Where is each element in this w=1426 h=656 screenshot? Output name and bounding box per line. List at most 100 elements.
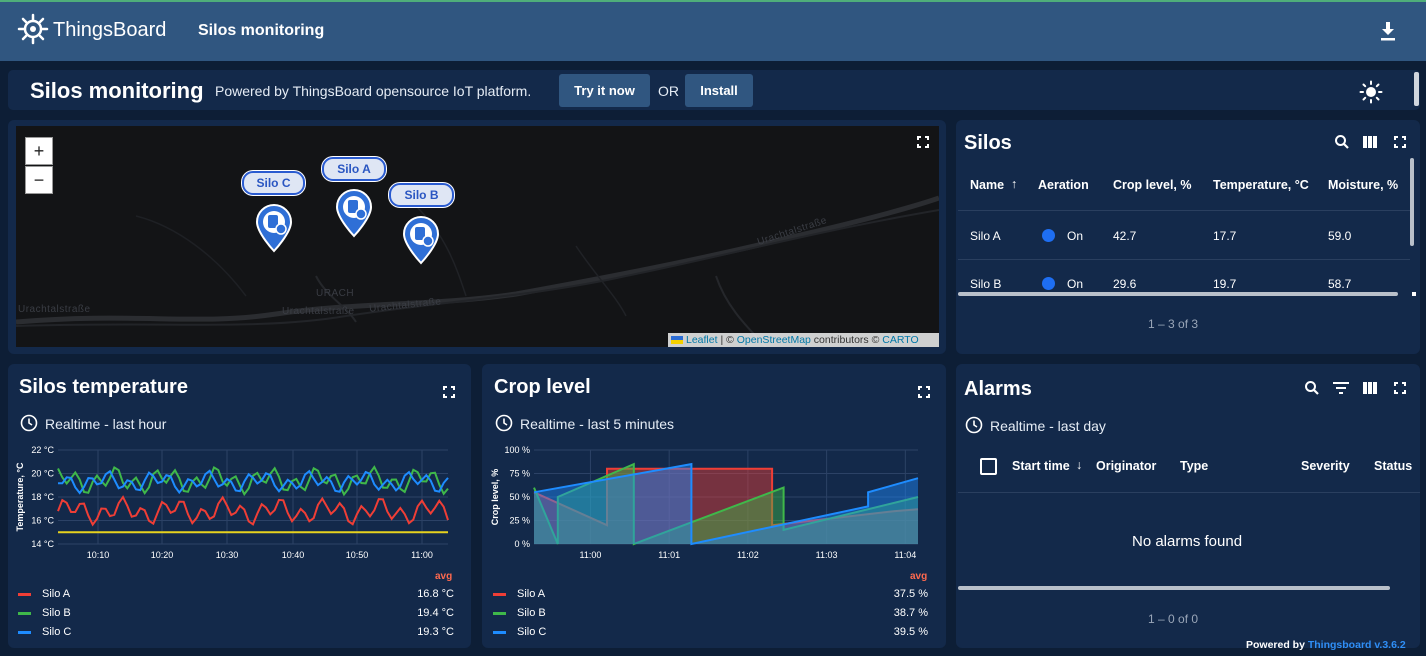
horizontal-scrollbar[interactable] (958, 292, 1398, 296)
fullscreen-icon[interactable] (917, 136, 929, 148)
y-axis-label: Crop level, % (490, 469, 500, 526)
legend-label[interactable]: Silo B (42, 607, 71, 619)
theme-toggle-icon[interactable] (1359, 80, 1383, 104)
fullscreen-icon[interactable] (1394, 136, 1406, 148)
install-button[interactable]: Install (685, 74, 753, 107)
leaflet-link[interactable]: Leaflet (686, 334, 718, 346)
x-tick-label: 10:30 (216, 550, 239, 560)
avg-header: avg (435, 571, 453, 582)
thingsboard-logo-icon[interactable] (16, 12, 50, 46)
top-toolbar (0, 0, 1426, 61)
select-all-checkbox[interactable] (980, 458, 997, 475)
column-header-crop-level[interactable]: Crop level, % (1113, 178, 1192, 192)
timewindow-label[interactable]: Realtime - last hour (45, 416, 167, 432)
zoom-out-button[interactable]: − (25, 166, 53, 194)
search-icon[interactable] (1334, 134, 1350, 150)
column-header-aeration[interactable]: Aeration (1038, 178, 1089, 192)
fullscreen-icon[interactable] (1394, 382, 1406, 394)
y-tick-label: 50 % (509, 492, 530, 502)
table-cell-aeration[interactable]: On (1067, 229, 1084, 243)
series-area (534, 468, 918, 544)
marker-label-silo-b[interactable]: Silo B (389, 183, 454, 207)
fullscreen-icon[interactable] (443, 386, 455, 398)
sort-down-icon[interactable]: ↓ (1076, 458, 1083, 472)
y-tick-label: 25 % (509, 516, 530, 526)
attribution-text: contributors © (810, 334, 883, 346)
divider (958, 492, 1420, 493)
map-canvas[interactable]: Urachtalstraße Urachtalstraße URACH Urac… (16, 126, 939, 347)
table-cell-crop[interactable]: 42.7 (1113, 229, 1137, 243)
carto-link[interactable]: CARTO (882, 334, 919, 346)
clock-icon (20, 414, 38, 432)
columns-icon[interactable] (1363, 136, 1377, 148)
footer-text: Powered by (1246, 639, 1308, 651)
column-header-originator[interactable]: Originator (1096, 459, 1157, 473)
column-header-start-time[interactable]: Start time (1012, 459, 1070, 473)
table-cell-temp[interactable]: 19.7 (1213, 277, 1237, 291)
silo-marker-icon[interactable] (335, 188, 373, 238)
y-tick-label: 20 °C (31, 469, 54, 479)
table-cell-aeration[interactable]: On (1067, 277, 1084, 291)
legend-label[interactable]: Silo C (42, 626, 72, 638)
series-line (533, 462, 919, 546)
download-icon[interactable] (1378, 20, 1398, 42)
legend-swatch (493, 593, 506, 596)
try-it-now-button[interactable]: Try it now (559, 74, 650, 107)
legend-label[interactable]: Silo B (517, 607, 546, 619)
timewindow-label[interactable]: Realtime - last 5 minutes (520, 416, 675, 432)
series-line (57, 469, 449, 495)
brand-name[interactable]: ThingsBoard (53, 19, 167, 41)
vertical-scrollbar[interactable] (1410, 158, 1414, 246)
legend-label[interactable]: Silo A (42, 588, 71, 600)
footer-powered-by: Powered by Thingsboard v.3.6.2 (1246, 639, 1406, 651)
silo-marker-icon[interactable] (402, 215, 440, 265)
temperature-title: Silos temperature (19, 376, 188, 398)
column-header-type[interactable]: Type (1180, 459, 1209, 473)
osm-link[interactable]: OpenStreetMap (736, 334, 811, 346)
map-attribution: Leaflet | © OpenStreetMap contributors ©… (668, 333, 939, 347)
legend-value: 19.4 °C (417, 607, 454, 619)
table-cell-moisture[interactable]: 59.0 (1328, 229, 1352, 243)
flag-icon (671, 336, 683, 344)
legend-label[interactable]: Silo A (517, 588, 546, 600)
y-tick-label: 18 °C (31, 492, 54, 502)
y-tick-label: 22 °C (31, 445, 54, 455)
column-header-severity[interactable]: Severity (1301, 459, 1350, 473)
table-cell-moisture[interactable]: 58.7 (1328, 277, 1352, 291)
column-header-status[interactable]: Status (1374, 459, 1413, 473)
legend-swatch (493, 612, 506, 615)
aeration-status-dot (1042, 229, 1055, 242)
fullscreen-icon[interactable] (918, 386, 930, 398)
timewindow-label[interactable]: Realtime - last day (990, 418, 1106, 434)
column-header-temperature[interactable]: Temperature, °C (1213, 178, 1309, 192)
filter-icon[interactable] (1333, 382, 1349, 394)
columns-icon[interactable] (1363, 382, 1377, 394)
table-cell-temp[interactable]: 17.7 (1213, 229, 1237, 243)
marker-label-silo-c[interactable]: Silo C (242, 171, 305, 195)
x-tick-label: 10:20 (151, 550, 174, 560)
legend-value: 37.5 % (893, 588, 928, 600)
silos-title: Silos (964, 132, 1012, 154)
horizontal-scrollbar[interactable] (958, 586, 1390, 590)
table-cell-crop[interactable]: 29.6 (1113, 277, 1137, 291)
column-header-name[interactable]: Name (970, 178, 1005, 192)
version-link[interactable]: Thingsboard v.3.6.2 (1307, 639, 1406, 651)
pagination-range: 1 – 3 of 3 (1148, 317, 1199, 331)
legend-label[interactable]: Silo C (517, 626, 547, 638)
zoom-in-button[interactable]: + (25, 137, 53, 165)
temperature-chart: 14 °C 16 °C 18 °C 20 °C 22 °C 10:10 10:20 10:30… (15, 445, 449, 560)
column-header-moisture[interactable]: Moisture, % (1328, 178, 1399, 192)
sort-up-icon[interactable]: ↑ (1011, 177, 1018, 191)
silo-marker-icon[interactable] (255, 203, 293, 253)
table-cell-name[interactable]: Silo A (970, 229, 1001, 243)
marker-label-silo-a[interactable]: Silo A (322, 157, 386, 181)
alarms-title: Alarms (964, 378, 1032, 400)
alarms-widget (956, 364, 1420, 648)
search-icon[interactable] (1304, 380, 1320, 396)
table-cell-name[interactable]: Silo B (970, 277, 1002, 291)
scrollbar[interactable] (1414, 72, 1419, 106)
legend-value: 39.5 % (893, 626, 928, 638)
x-tick-label: 11:03 (816, 550, 838, 560)
series-line (57, 495, 449, 527)
x-tick-label: 10:40 (282, 550, 305, 560)
